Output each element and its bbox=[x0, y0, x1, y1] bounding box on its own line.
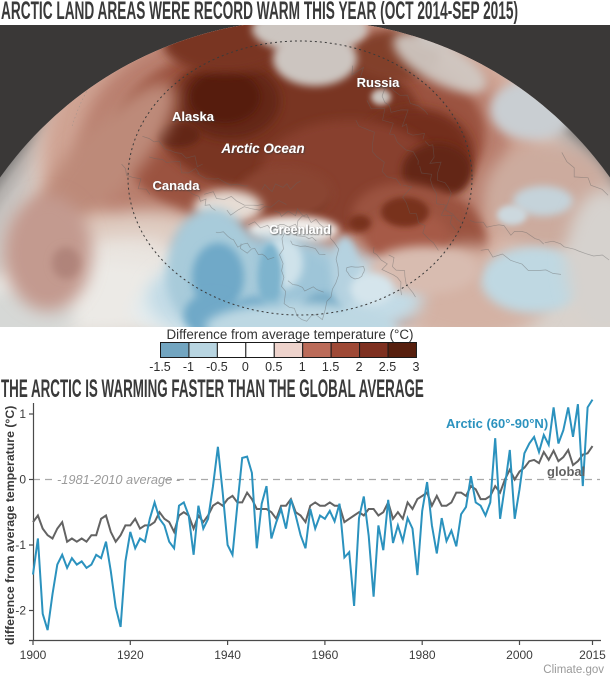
svg-text:Arctic (60°-90°N): Arctic (60°-90°N) bbox=[446, 416, 548, 431]
svg-text:Climate.gov: Climate.gov bbox=[543, 664, 604, 676]
svg-text:Greenland: Greenland bbox=[269, 223, 331, 237]
svg-text:Canada: Canada bbox=[153, 178, 201, 193]
svg-text:1: 1 bbox=[19, 407, 26, 421]
svg-text:Arctic Ocean: Arctic Ocean bbox=[220, 141, 304, 156]
svg-text:2000: 2000 bbox=[506, 648, 533, 662]
svg-text:1940: 1940 bbox=[214, 648, 241, 662]
svg-text:1980: 1980 bbox=[409, 648, 436, 662]
svg-text:Russia: Russia bbox=[357, 75, 400, 90]
svg-text:global: global bbox=[547, 464, 585, 479]
svg-text:-2: -2 bbox=[15, 604, 26, 618]
svg-text:Alaska: Alaska bbox=[172, 109, 215, 124]
svg-text:1960: 1960 bbox=[312, 648, 339, 662]
svg-text:1920: 1920 bbox=[117, 648, 144, 662]
svg-text:0: 0 bbox=[19, 473, 26, 487]
svg-text:-1: -1 bbox=[15, 538, 26, 552]
svg-text:2015: 2015 bbox=[579, 648, 606, 662]
svg-text:1900: 1900 bbox=[20, 648, 47, 662]
svg-text:-1981-2010 average -: -1981-2010 average - bbox=[57, 472, 180, 487]
